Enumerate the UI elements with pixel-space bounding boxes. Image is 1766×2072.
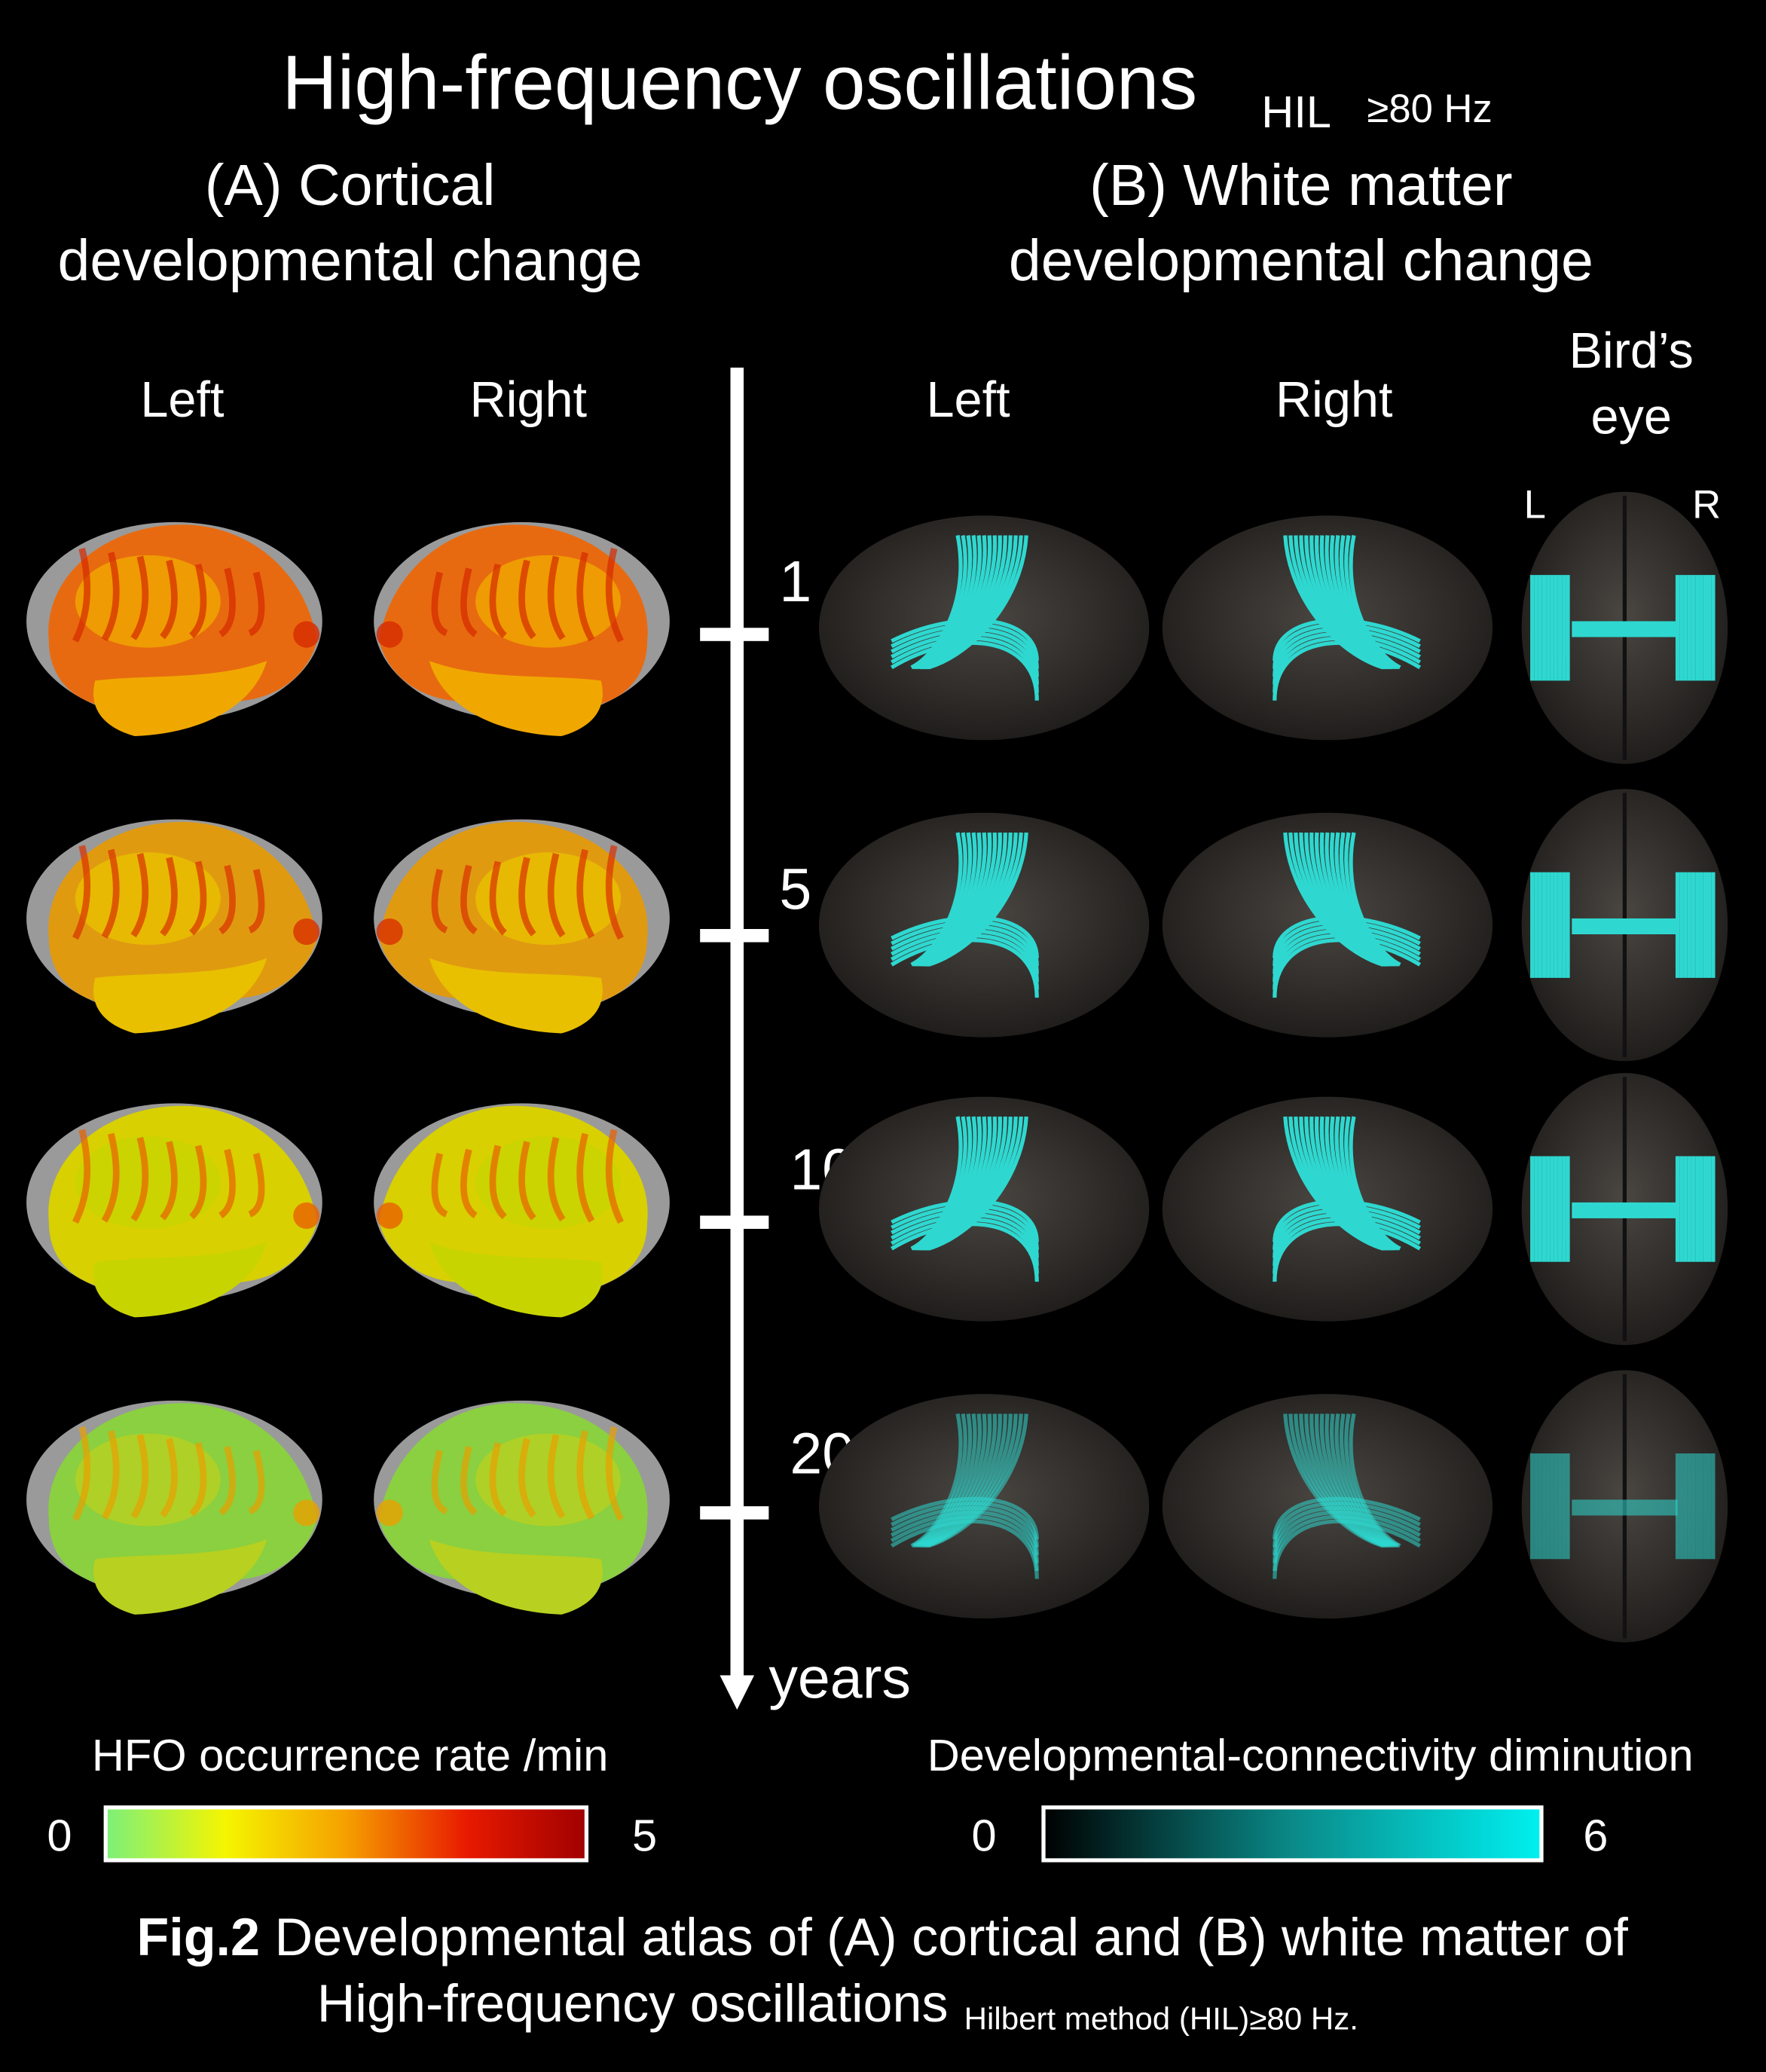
col-a-right: Right — [470, 372, 588, 428]
timeline-tick — [700, 928, 769, 943]
cortical-left-brain — [26, 1400, 322, 1615]
colorbar-a — [103, 1805, 589, 1863]
caption-line2: High-frequency oscillations Hilbert metho… — [317, 1974, 1358, 2037]
caption-text: Developmental atlas of (A) cortical and … — [260, 1908, 1628, 1967]
white-matter-left-brain — [818, 812, 1150, 1038]
white-matter-right-brain — [1162, 1394, 1493, 1619]
timeline-tick — [700, 1506, 769, 1520]
panel-b-subtitle: developmental change — [1009, 228, 1593, 293]
white-matter-left-brain — [818, 1096, 1150, 1322]
bird-l-label: L — [1524, 483, 1546, 527]
timeline-age-label: 1 — [779, 549, 811, 614]
white-matter-birds-eye-brain — [1521, 789, 1728, 1062]
white-matter-birds-eye-brain — [1521, 1073, 1728, 1346]
title-frequency: ≥80 Hz — [1367, 87, 1493, 131]
col-b-left: Left — [927, 372, 1011, 428]
figure-title: High-frequency oscillations — [282, 39, 1197, 125]
caption-line1: Fig.2 Developmental atlas of (A) cortica… — [136, 1908, 1628, 1967]
caption-line2-sub: Hilbert method (HIL)≥80 Hz. — [964, 2000, 1358, 2036]
timeline-unit: years — [768, 1646, 911, 1710]
panel-a-subtitle: developmental change — [58, 228, 643, 293]
cortical-right-brain — [374, 1103, 670, 1318]
white-matter-right-brain — [1162, 515, 1493, 741]
white-matter-birds-eye-brain — [1521, 1370, 1728, 1643]
cortical-right-brain — [374, 819, 670, 1034]
colorbar-b — [1041, 1805, 1544, 1863]
panel-a-title: (A) Cortical — [205, 153, 496, 218]
colorbar-b-max: 6 — [1583, 1811, 1608, 1861]
white-matter-right-brain — [1162, 1096, 1493, 1322]
colorbar-a-label: HFO occurrence rate /min — [92, 1730, 609, 1780]
colorbar-b-min: 0 — [972, 1811, 997, 1861]
cortical-left-brain — [26, 522, 322, 737]
caption-line2-main: High-frequency oscillations — [317, 1974, 949, 2033]
cortical-right-brain — [374, 522, 670, 737]
timeline-axis — [720, 367, 755, 1710]
cortical-right-brain — [374, 1400, 670, 1615]
col-b-bird-line1: Bird’s — [1569, 323, 1693, 379]
white-matter-left-brain — [818, 1394, 1150, 1619]
col-a-left: Left — [140, 372, 225, 428]
timeline-tick — [700, 1215, 769, 1229]
timeline-age-label: 5 — [779, 857, 811, 922]
colorbar-a-min: 0 — [47, 1811, 72, 1861]
white-matter-birds-eye-brain — [1521, 491, 1728, 764]
colorbar-a-max: 5 — [632, 1811, 657, 1861]
cortical-left-brain — [26, 819, 322, 1034]
cortical-left-brain — [26, 1103, 322, 1318]
timeline-tick — [700, 628, 769, 641]
caption-fig-label: Fig.2 — [136, 1908, 260, 1967]
white-matter-left-brain — [818, 515, 1150, 741]
panel-b-title: (B) White matter — [1089, 153, 1512, 218]
bird-r-label: R — [1692, 483, 1721, 527]
col-b-bird-line2: eye — [1590, 390, 1671, 445]
col-b-right: Right — [1276, 372, 1393, 428]
white-matter-right-brain — [1162, 812, 1493, 1038]
title-method: HIL — [1261, 87, 1331, 137]
colorbar-b-label: Developmental-connectivity diminution — [927, 1730, 1694, 1780]
